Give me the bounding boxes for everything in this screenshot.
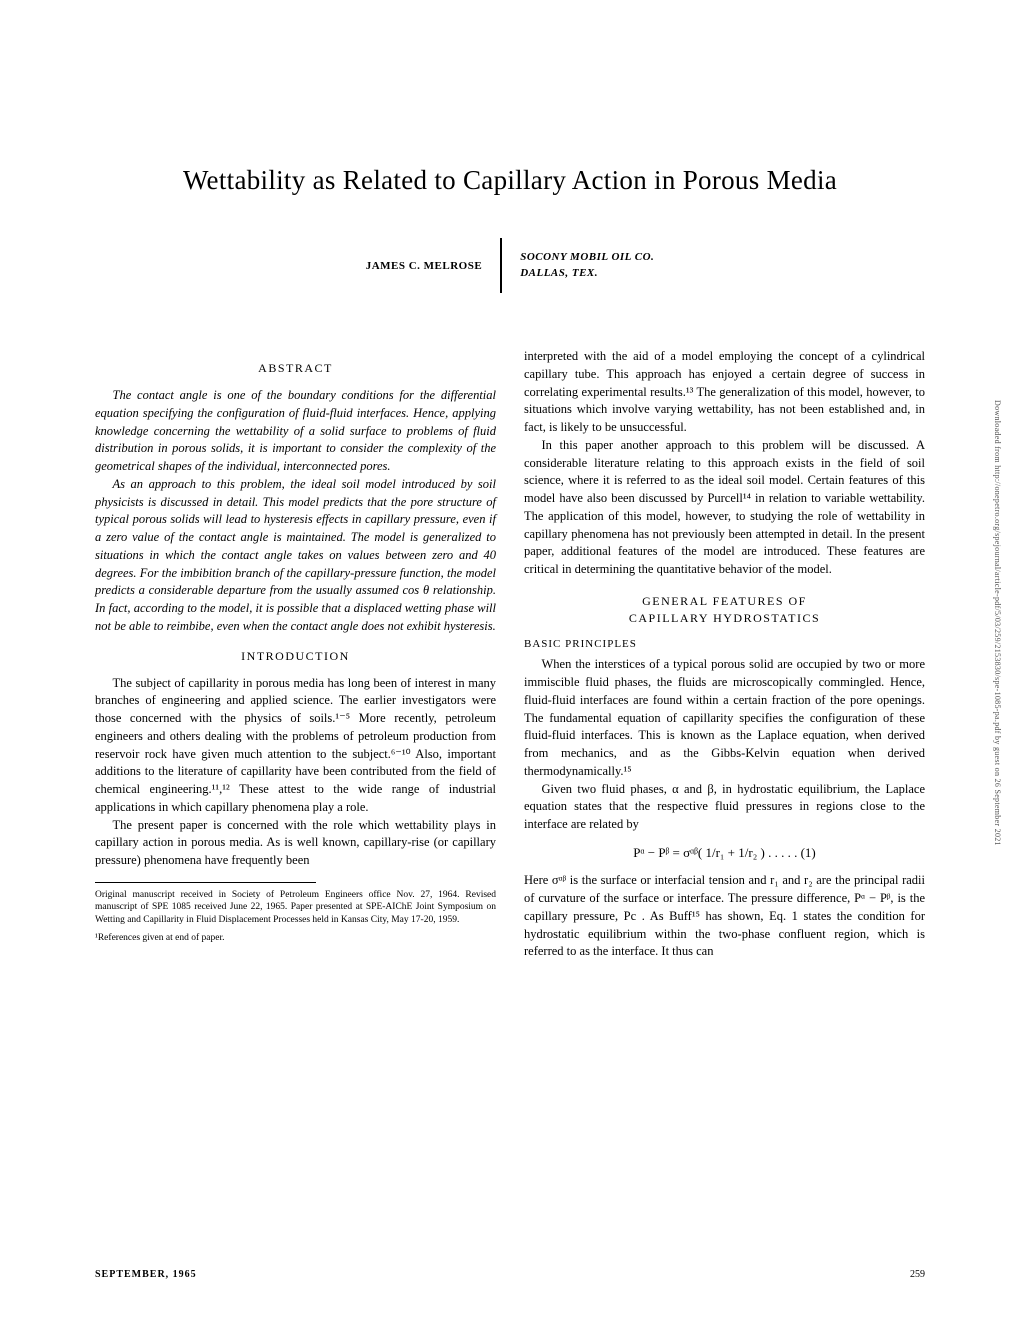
footnote-1: Original manuscript received in Society …: [95, 889, 496, 926]
intro-p2: The present paper is concerned with the …: [95, 817, 496, 870]
text-columns: ABSTRACT The contact angle is one of the…: [95, 348, 925, 961]
equation-1: Pᵅ − Pᵝ = σᵅᵝ( 1/r₁ + 1/r₂ ) . . . . . (…: [524, 844, 925, 862]
general-heading-2: CAPILLARY HYDROSTATICS: [524, 610, 925, 627]
affiliation-line2: DALLAS, TEX.: [520, 266, 654, 281]
basic-p2: Given two fluid phases, α and β, in hydr…: [524, 781, 925, 834]
intro-heading: INTRODUCTION: [95, 648, 496, 665]
abstract-body: The contact angle is one of the boundary…: [95, 387, 496, 636]
col2-p1: interpreted with the aid of a model empl…: [524, 348, 925, 437]
basic-p3: Here σᵅᵝ is the surface or interfacial t…: [524, 872, 925, 961]
affiliation: SOCONY MOBIL OIL CO. DALLAS, TEX.: [520, 250, 654, 281]
author-divider: [500, 238, 502, 293]
intro-body: The subject of capillarity in porous med…: [95, 675, 496, 870]
right-column: interpreted with the aid of a model empl…: [524, 348, 925, 961]
abstract-p1: The contact angle is one of the boundary…: [95, 387, 496, 476]
basic-p1: When the interstices of a typical porous…: [524, 656, 925, 780]
author-name: JAMES C. MELROSE: [366, 260, 483, 272]
basic-heading: BASIC PRINCIPLES: [524, 637, 925, 653]
abstract-p2: As an approach to this problem, the idea…: [95, 476, 496, 636]
paper-title: Wettability as Related to Capillary Acti…: [95, 165, 925, 196]
affiliation-line1: SOCONY MOBIL OIL CO.: [520, 250, 654, 265]
abstract-heading: ABSTRACT: [95, 360, 496, 377]
footnote-2: ¹References given at end of paper.: [95, 932, 496, 944]
page-number: 259: [910, 1269, 925, 1280]
footnote-rule: [95, 882, 316, 883]
download-watermark: Downloaded from http://onepetro.org/spej…: [993, 400, 1002, 846]
intro-p1: The subject of capillarity in porous med…: [95, 675, 496, 817]
col2-p2: In this paper another approach to this p…: [524, 437, 925, 579]
author-line: JAMES C. MELROSE SOCONY MOBIL OIL CO. DA…: [95, 238, 925, 293]
general-heading-1: GENERAL FEATURES OF: [524, 593, 925, 610]
left-column: ABSTRACT The contact angle is one of the…: [95, 348, 496, 961]
footer-date: SEPTEMBER, 1965: [95, 1269, 197, 1280]
page-footer: SEPTEMBER, 1965 259: [95, 1269, 925, 1280]
